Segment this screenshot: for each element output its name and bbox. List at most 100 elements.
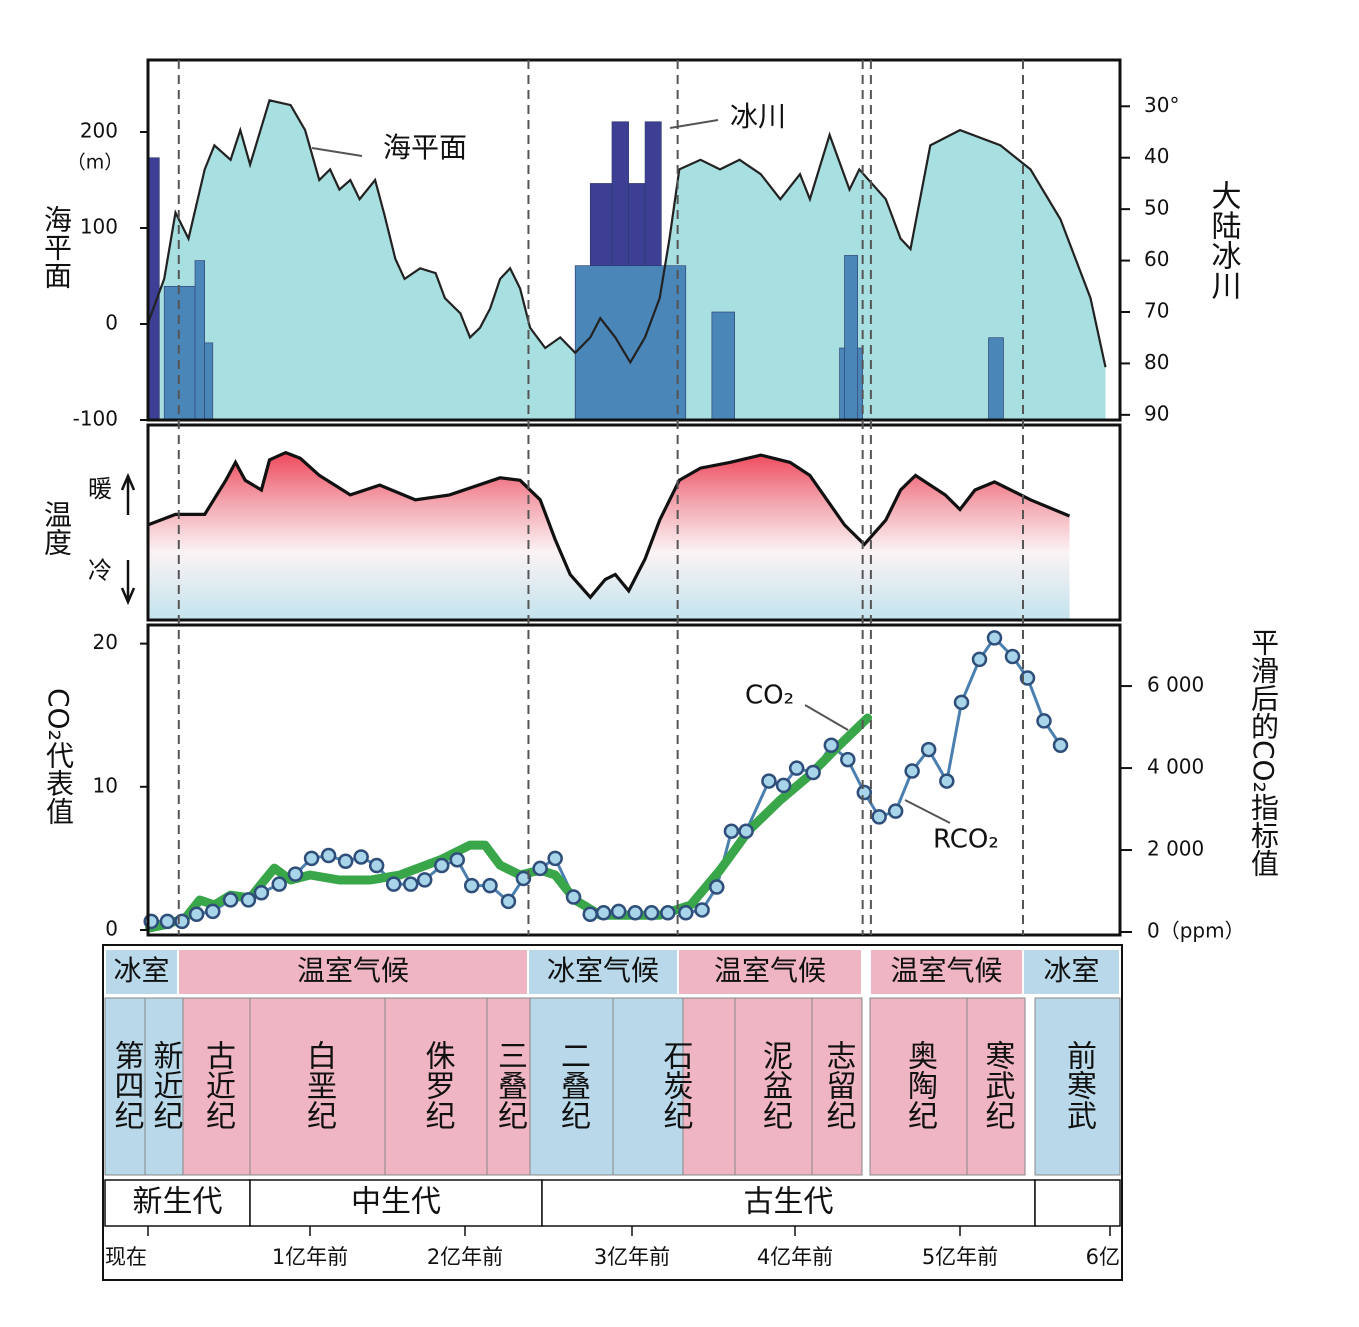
period-label: 第四纪 bbox=[109, 1040, 144, 1130]
rco2-point bbox=[403, 876, 419, 892]
rco2-point bbox=[532, 860, 548, 877]
era-cell bbox=[1034, 1179, 1121, 1227]
glacier-bar bbox=[711, 311, 735, 421]
rco2-point bbox=[610, 903, 627, 920]
rco2-point bbox=[904, 763, 920, 779]
rco2-point bbox=[449, 852, 465, 868]
climate-cell bbox=[106, 950, 177, 994]
y-tick-label: 20 bbox=[93, 630, 118, 654]
rco2-point bbox=[500, 893, 517, 910]
y2-tick-label: 0（ppm） bbox=[1147, 919, 1245, 943]
rco2-point bbox=[1052, 737, 1069, 754]
rco2-point bbox=[547, 850, 563, 867]
rco2-point bbox=[188, 906, 205, 922]
y-tick-label: 0 bbox=[105, 311, 118, 335]
y-unit: （m） bbox=[67, 152, 124, 174]
period-cell bbox=[734, 997, 813, 1176]
annotation: 海平面 bbox=[383, 131, 467, 164]
y2-tick-label: 70 bbox=[1144, 299, 1169, 323]
x-tick-label: 6亿 bbox=[1086, 1245, 1120, 1269]
glacier-bar bbox=[988, 337, 1004, 421]
y2-tick-label: 6 000 bbox=[1147, 673, 1204, 697]
y-axis-title: 海平面 bbox=[40, 205, 73, 289]
rco2-point bbox=[222, 892, 239, 908]
period-label: 三叠纪 bbox=[492, 1040, 527, 1130]
rco2-point bbox=[805, 764, 821, 781]
rco2-point bbox=[775, 777, 792, 794]
rco2-point bbox=[240, 892, 257, 908]
y2-tick-label: 90 bbox=[1144, 401, 1169, 425]
period-label: 古近纪 bbox=[200, 1040, 235, 1130]
rco2-point bbox=[303, 850, 320, 867]
period-cell bbox=[182, 997, 251, 1176]
rco2-point bbox=[887, 803, 904, 819]
annotation: 冰川 bbox=[730, 100, 786, 133]
rco2-point bbox=[723, 823, 740, 839]
x-tick-label: 5亿年前 bbox=[922, 1245, 998, 1269]
climate-cell bbox=[1024, 950, 1119, 994]
rco2-point bbox=[971, 651, 988, 668]
y2-tick-label: 60 bbox=[1144, 247, 1169, 271]
rco2-point bbox=[939, 773, 955, 789]
climate-cell bbox=[871, 950, 1022, 994]
rco2-point bbox=[761, 773, 777, 789]
x-tick-label: 4亿年前 bbox=[757, 1245, 833, 1269]
rco2-point bbox=[582, 906, 598, 922]
climate-cell bbox=[529, 950, 677, 994]
rco2-point bbox=[694, 902, 710, 918]
cold-arrow bbox=[120, 560, 136, 606]
rco2-point bbox=[953, 694, 970, 711]
x-tick-label: 现在 bbox=[105, 1245, 147, 1269]
period-cell bbox=[1034, 997, 1121, 1176]
y2-tick-label: 4 000 bbox=[1147, 755, 1204, 779]
rco2-point bbox=[368, 857, 385, 874]
pointer bbox=[311, 147, 363, 157]
rco2-point bbox=[678, 905, 694, 921]
sea-level-line bbox=[146, 98, 1107, 368]
rco2-point bbox=[434, 857, 450, 874]
rco2-point bbox=[416, 872, 433, 888]
rco2-point bbox=[643, 905, 660, 921]
rco2-point bbox=[515, 870, 532, 887]
climate-cell bbox=[679, 950, 861, 994]
panel-frame bbox=[146, 623, 1122, 937]
rco2-point bbox=[986, 630, 1003, 646]
climate-label: 温室气候 bbox=[714, 954, 826, 987]
rco2-point bbox=[482, 877, 498, 894]
rco2-point bbox=[253, 885, 270, 901]
glacier-bar bbox=[194, 260, 205, 421]
period-label: 泥盆纪 bbox=[757, 1040, 792, 1130]
period-cell bbox=[384, 997, 488, 1176]
y-tick-label: 冷 bbox=[88, 556, 112, 584]
y-axis-title: CO₂代表值 bbox=[42, 688, 75, 825]
climate-label: 冰室 bbox=[113, 954, 169, 987]
y-tick-label: 暖 bbox=[88, 475, 112, 503]
era-cell bbox=[541, 1179, 1036, 1227]
period-cell bbox=[612, 997, 684, 1176]
rco2-point bbox=[1019, 670, 1036, 686]
rco2-point bbox=[738, 823, 754, 839]
period-label: 前寒武 bbox=[1061, 1040, 1096, 1130]
period-cell bbox=[869, 997, 968, 1176]
period-cell bbox=[104, 997, 146, 1176]
rco2-point bbox=[595, 905, 612, 921]
rco2-point bbox=[823, 737, 840, 754]
rco2-point bbox=[337, 853, 354, 870]
warm-arrow bbox=[120, 472, 136, 515]
climate-label: 冰室气候 bbox=[547, 954, 659, 987]
period-label: 新近纪 bbox=[148, 1040, 183, 1130]
rco2-point bbox=[205, 903, 221, 920]
glacier-bar bbox=[204, 342, 214, 421]
rco2-point bbox=[271, 876, 287, 892]
timeline-frame bbox=[102, 944, 1123, 1281]
temperature-area bbox=[148, 452, 1070, 620]
y2-tick-label: 30° bbox=[1144, 93, 1179, 117]
rco2-point bbox=[840, 751, 856, 768]
period-label: 志留纪 bbox=[821, 1040, 856, 1130]
climate-label: 温室气候 bbox=[297, 954, 409, 987]
series-label: CO₂ bbox=[745, 681, 794, 711]
rco2-point bbox=[856, 784, 873, 801]
series-label: RCO₂ bbox=[933, 825, 999, 855]
